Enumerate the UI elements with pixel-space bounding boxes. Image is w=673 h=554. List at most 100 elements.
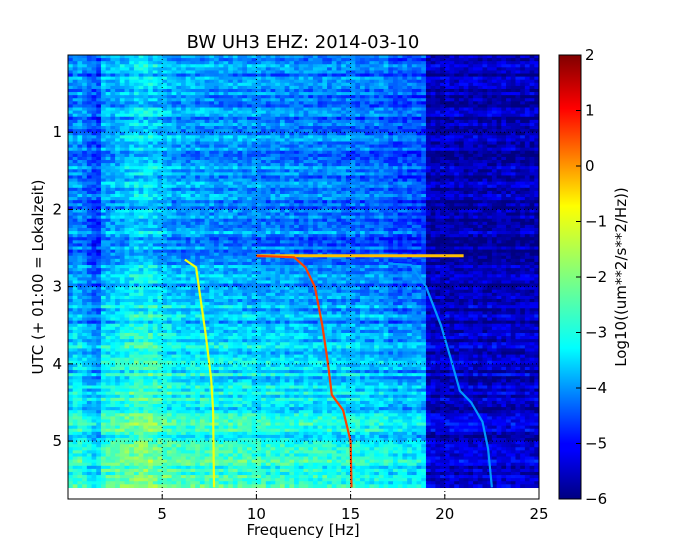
heatmap-cell xyxy=(515,85,521,90)
heatmap-cell xyxy=(468,76,474,81)
heatmap-cell xyxy=(463,70,469,75)
heatmap-cell xyxy=(91,55,97,59)
heatmap-cell xyxy=(331,76,338,81)
heatmap-cell xyxy=(327,70,333,75)
heatmap-cell xyxy=(171,67,177,72)
heatmap-cell xyxy=(166,98,173,102)
heatmap-cell xyxy=(96,73,102,78)
heatmap-cell xyxy=(261,64,267,68)
heatmap-cell xyxy=(166,64,173,68)
heatmap-cell xyxy=(190,88,196,93)
heatmap-cell xyxy=(350,73,356,78)
heatmap-cell xyxy=(360,79,366,84)
heatmap-cell xyxy=(195,58,201,62)
heatmap-cell xyxy=(105,88,111,93)
heatmap-cell xyxy=(449,82,455,87)
heatmap-cell xyxy=(256,88,262,93)
heatmap-cell xyxy=(218,79,225,84)
heatmap-cell xyxy=(256,104,262,109)
heatmap-cell xyxy=(86,61,93,65)
heatmap-cell xyxy=(68,88,74,93)
heatmap-cell xyxy=(246,67,253,72)
heatmap-cell xyxy=(345,76,352,81)
heatmap-cell xyxy=(369,70,375,75)
heatmap-cell xyxy=(392,61,399,65)
heatmap-cell xyxy=(468,101,474,106)
heatmap-cell xyxy=(289,104,295,109)
heatmap-cell xyxy=(289,55,295,59)
heatmap-cell xyxy=(157,95,163,99)
heatmap-cell xyxy=(449,64,455,68)
heatmap-cell xyxy=(421,76,427,81)
heatmap-cell xyxy=(317,70,323,75)
heatmap-cell xyxy=(105,82,111,87)
heatmap-cell xyxy=(228,88,234,93)
heatmap-cell xyxy=(77,73,83,78)
heatmap-cell xyxy=(520,76,526,81)
heatmap-cell xyxy=(223,82,229,87)
heatmap-cell xyxy=(195,67,201,72)
heatmap-cell xyxy=(378,70,385,75)
heatmap-cell xyxy=(86,95,93,99)
heatmap-cell xyxy=(143,70,149,75)
heatmap-cell xyxy=(261,82,267,87)
heatmap-cell xyxy=(435,58,441,62)
heatmap-cell xyxy=(506,55,512,59)
heatmap-cell xyxy=(449,85,455,90)
heatmap-cell xyxy=(491,61,498,65)
heatmap-cell xyxy=(133,61,140,65)
heatmap-cell xyxy=(110,98,116,102)
heatmap-cell xyxy=(72,79,79,84)
heatmap-cell xyxy=(68,73,74,78)
heatmap-cell xyxy=(270,61,276,65)
heatmap-cell xyxy=(308,85,314,90)
heatmap-cell xyxy=(402,70,408,75)
heatmap-cell xyxy=(77,82,83,87)
heatmap-cell xyxy=(246,88,253,93)
heatmap-cell xyxy=(341,64,347,68)
heatmap-cell xyxy=(331,70,338,75)
heatmap-cell xyxy=(204,85,210,90)
heatmap-cell xyxy=(444,104,451,109)
heatmap-cell xyxy=(228,92,234,96)
heatmap-cell xyxy=(275,82,281,87)
heatmap-cell xyxy=(204,101,210,106)
heatmap-cell xyxy=(524,98,531,102)
heatmap-cell xyxy=(411,88,418,93)
heatmap-cell xyxy=(209,95,215,99)
heatmap-cell xyxy=(515,76,521,81)
heatmap-cell xyxy=(82,76,88,81)
heatmap-cell xyxy=(148,55,154,59)
heatmap-cell xyxy=(322,92,328,96)
heatmap-cell xyxy=(303,76,309,81)
heatmap-cell xyxy=(223,61,229,65)
heatmap-cell xyxy=(143,64,149,68)
heatmap-cell xyxy=(105,101,111,106)
heatmap-cell xyxy=(190,85,196,90)
heatmap-cell xyxy=(68,104,74,109)
heatmap-cell xyxy=(105,85,111,90)
heatmap-cell xyxy=(378,98,385,102)
heatmap-cell xyxy=(204,98,210,102)
heatmap-cell xyxy=(515,67,521,72)
heatmap-cell xyxy=(388,58,394,62)
heatmap-cell xyxy=(482,101,488,106)
heatmap-cell xyxy=(411,82,418,87)
heatmap-cell xyxy=(303,55,309,59)
heatmap-cell xyxy=(487,67,493,72)
heatmap-cell xyxy=(110,64,116,68)
heatmap-cell xyxy=(383,76,389,81)
heatmap-cell xyxy=(312,82,319,87)
heatmap-cell xyxy=(458,61,465,65)
heatmap-cell xyxy=(510,82,517,87)
heatmap-cell xyxy=(350,70,356,75)
heatmap-cell xyxy=(110,85,116,90)
heatmap-cell xyxy=(279,104,286,109)
heatmap-cell xyxy=(110,88,116,93)
heatmap-cell xyxy=(214,101,220,106)
heatmap-cell xyxy=(96,104,102,109)
heatmap-cell xyxy=(524,88,531,93)
heatmap-cell xyxy=(360,98,366,102)
heatmap-cell xyxy=(491,104,498,109)
heatmap-cell xyxy=(491,76,498,81)
